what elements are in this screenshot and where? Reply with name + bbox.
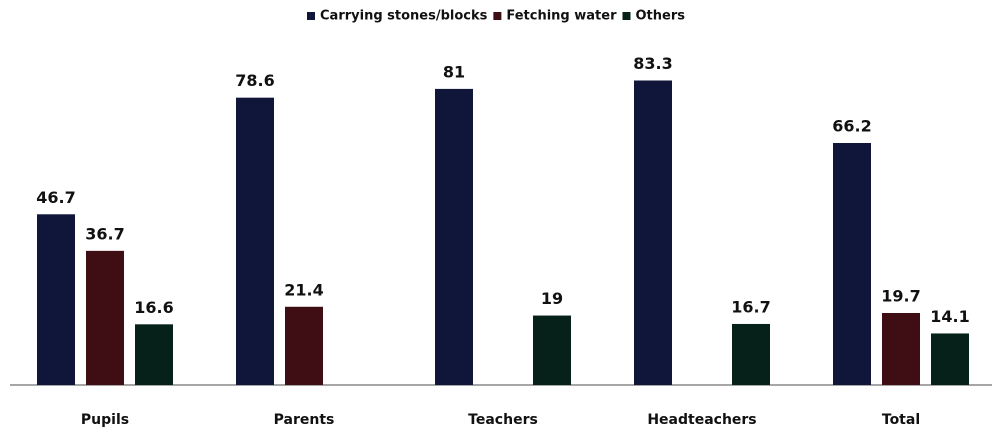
data-label: 14.1 (930, 307, 969, 326)
legend-label: Carrying stones/blocks (320, 9, 488, 24)
x-tick-label: Total (882, 412, 920, 428)
legend-swatch (307, 12, 315, 20)
bar (37, 214, 75, 385)
data-label: 16.7 (731, 297, 770, 316)
data-label: 46.7 (36, 188, 75, 207)
bar (435, 88, 473, 386)
data-label: 36.7 (85, 224, 124, 243)
bar (634, 80, 672, 386)
bar (732, 323, 770, 385)
bar (533, 315, 571, 385)
data-label: 19.7 (881, 286, 920, 305)
bar (931, 333, 969, 385)
bar (285, 306, 323, 385)
data-label: 78.6 (235, 71, 274, 90)
data-label: 19 (541, 289, 563, 308)
bar (236, 97, 274, 385)
x-tick-label: Pupils (81, 412, 129, 428)
bar (86, 250, 124, 385)
x-tick-label: Parents (274, 412, 335, 428)
legend-label: Others (636, 9, 686, 24)
legend-label: Fetching water (506, 9, 617, 24)
data-label: 83.3 (633, 54, 672, 73)
data-label: 81 (443, 62, 465, 81)
data-label: 16.6 (134, 298, 173, 317)
legend-swatch (622, 12, 631, 20)
bar (882, 312, 920, 385)
x-tick-label: Teachers (468, 412, 538, 428)
data-label: 21.4 (284, 280, 323, 299)
x-tick-label: Headteachers (647, 412, 756, 428)
legend-swatch (493, 12, 502, 20)
data-label: 66.2 (832, 117, 871, 136)
bar (135, 324, 173, 385)
bar (833, 143, 871, 385)
